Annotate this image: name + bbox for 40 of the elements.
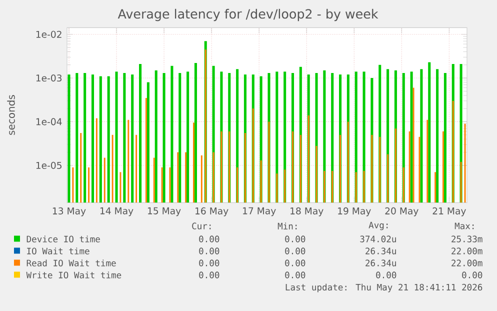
- x-tick-label: 17 May: [243, 207, 276, 216]
- legend-label: Read IO Wait time: [26, 260, 116, 266]
- x-tick-label: 19 May: [338, 207, 371, 216]
- text: 0.00: [462, 272, 482, 278]
- x-tick-label: 13 May: [52, 207, 86, 216]
- text: 22.00m: [452, 248, 482, 254]
- y-tick-label: 1e-03: [36, 74, 62, 82]
- y-tick-label: 1e-02: [36, 30, 62, 38]
- text: 0.00: [199, 272, 220, 278]
- text: Min:: [278, 222, 297, 230]
- x-tick-label: 20 May: [385, 207, 418, 216]
- text: 0.00: [285, 248, 306, 254]
- text: 22.00m: [452, 260, 482, 266]
- legend-label: IO Wait time: [27, 248, 90, 254]
- text: 25.33m: [452, 236, 482, 242]
- text: Last update: Thu May 21 18:41:11 2026: [286, 284, 482, 292]
- text: 374.02u: [360, 236, 396, 242]
- text: 0.00: [376, 272, 396, 278]
- text: 26.34u: [366, 248, 396, 254]
- text: 0.00: [285, 260, 306, 266]
- text: Avg:: [368, 222, 388, 230]
- x-tick-label: 21 May: [432, 207, 466, 216]
- text: 26.34u: [366, 260, 396, 266]
- text: Cur:: [192, 222, 211, 230]
- text: 0.00: [199, 260, 220, 266]
- legend-label: Write IO Wait time: [26, 272, 122, 278]
- x-tick-label: 18 May: [290, 207, 324, 216]
- text: 0.00: [285, 272, 306, 278]
- y-tick-label: 1e-04: [36, 118, 62, 126]
- x-tick-label: 15 May: [148, 207, 181, 216]
- y-axis-title: seconds: [7, 95, 15, 135]
- text: 0.00: [199, 236, 220, 242]
- legend-label: Device IO time: [26, 236, 100, 242]
- x-tick-label: 16 May: [196, 207, 228, 216]
- y-tick-label: 1e-05: [36, 162, 62, 169]
- text: 0.00: [285, 236, 306, 242]
- text: 0.00: [199, 248, 220, 254]
- text: Max:: [454, 222, 474, 230]
- chart-title: Average latency for /dev/loop2 - by week: [118, 8, 378, 22]
- x-tick-label: 14 May: [100, 207, 134, 216]
